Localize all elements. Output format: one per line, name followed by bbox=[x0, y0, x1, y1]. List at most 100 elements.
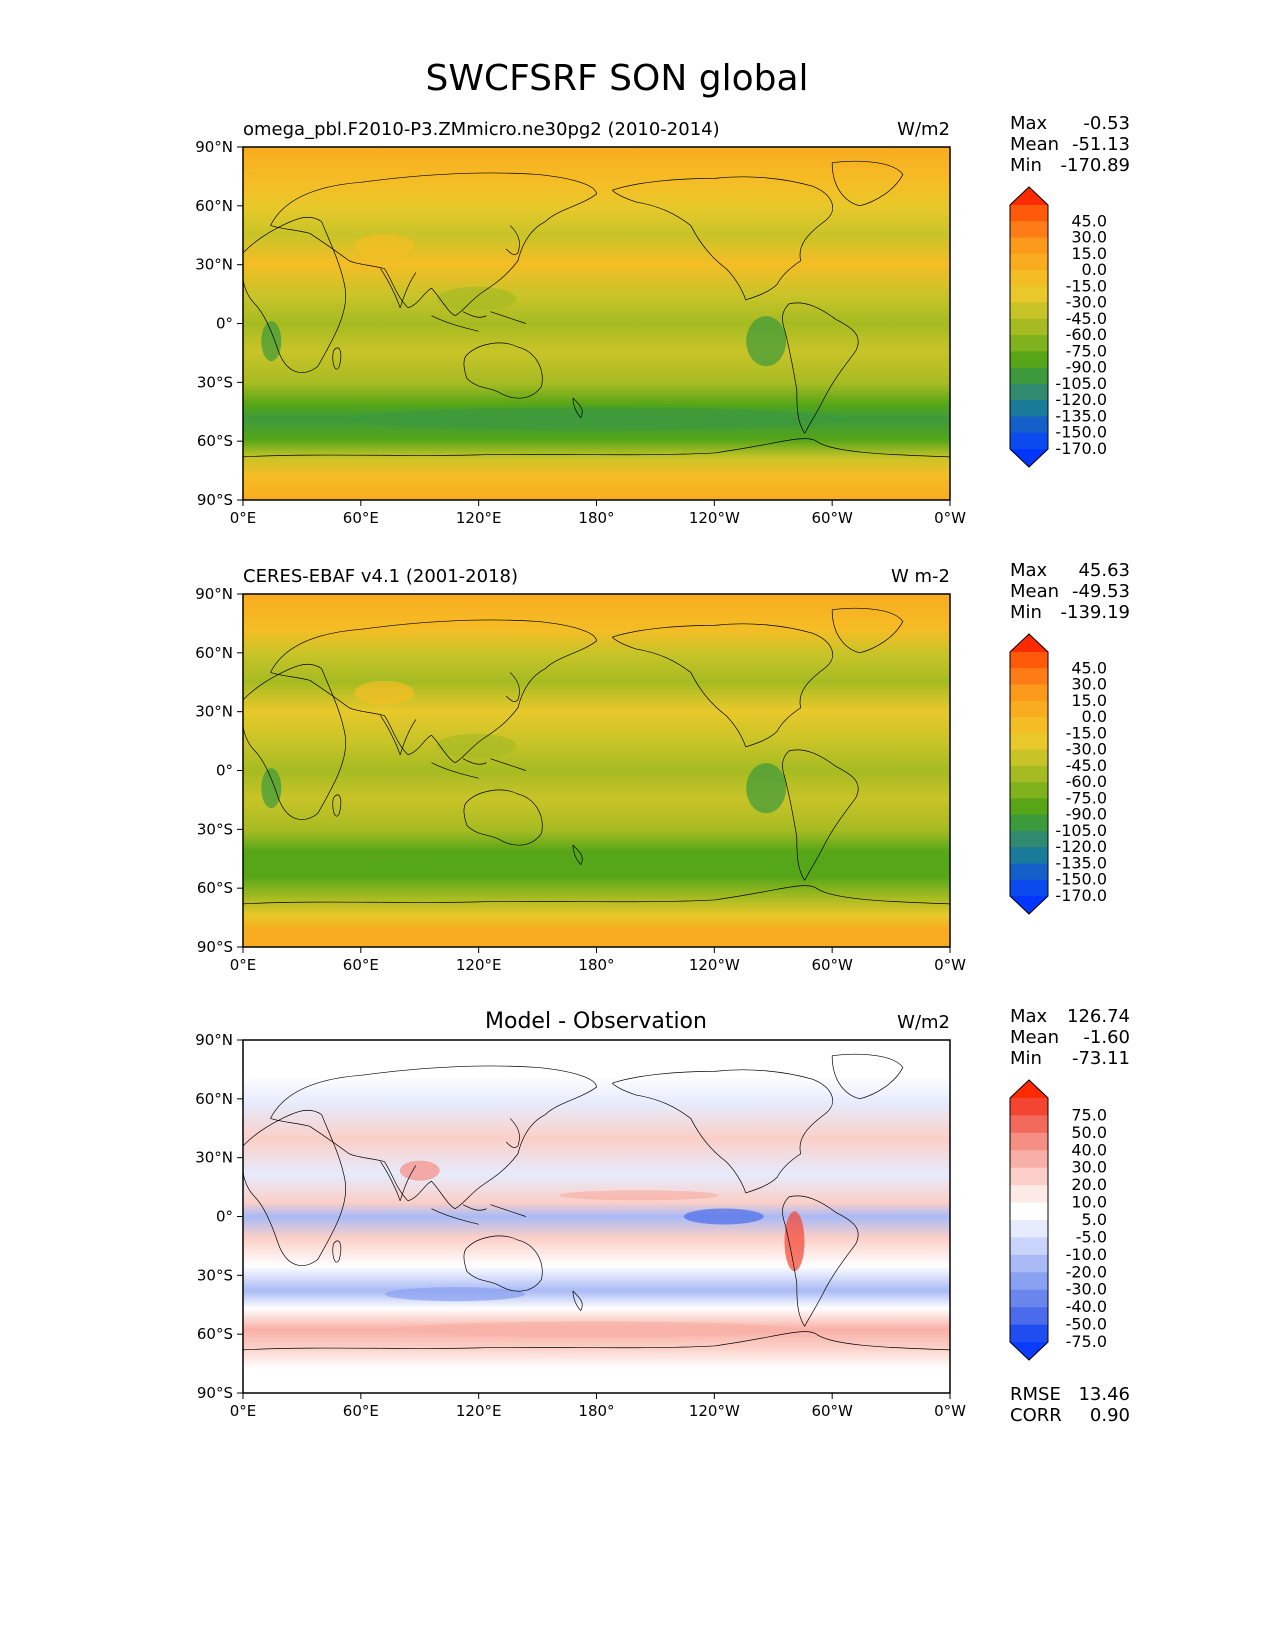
colorbar-segment bbox=[1010, 684, 1048, 702]
y-tick-label: 90°S bbox=[197, 491, 233, 509]
colorbar-label: -30.0 bbox=[1066, 740, 1107, 759]
x-tick-label: 0°E bbox=[230, 1402, 257, 1420]
colorbar-segment bbox=[1010, 733, 1048, 751]
colorbar-segment bbox=[1010, 1202, 1048, 1221]
y-tick-label: 30°S bbox=[197, 1266, 233, 1284]
x-tick-label: 60°E bbox=[343, 1402, 379, 1420]
colorbar-label: -60.0 bbox=[1066, 325, 1107, 344]
colorbar: 75.050.040.030.020.010.05.0-5.0-10.0-20.… bbox=[1009, 1079, 1107, 1361]
y-tick-label: 60°S bbox=[197, 879, 233, 897]
colorbar-segment bbox=[1010, 383, 1048, 401]
colorbar-label: -75.0 bbox=[1066, 1332, 1107, 1351]
colorbar-label: 45.0 bbox=[1071, 211, 1107, 230]
x-tick-label: 0°W bbox=[934, 1402, 966, 1420]
rmse-value: 13.46 bbox=[1078, 1384, 1130, 1405]
stat-value-min: -139.19 bbox=[1061, 602, 1130, 623]
stat-label: Max bbox=[1010, 1006, 1048, 1027]
colorbar-label: -150.0 bbox=[1055, 423, 1107, 442]
colorbar-segment bbox=[1010, 1324, 1048, 1343]
colorbar-segment bbox=[1010, 221, 1048, 239]
colorbar-segment bbox=[1010, 351, 1048, 369]
stat-label: Mean bbox=[1010, 134, 1059, 155]
x-tick-label: 120°W bbox=[689, 956, 740, 974]
map-anomaly bbox=[436, 286, 517, 311]
colorbar-segment bbox=[1010, 668, 1048, 686]
y-tick-label: 90°S bbox=[197, 1384, 233, 1402]
colorbar-label: -170.0 bbox=[1055, 439, 1107, 458]
map-anomaly bbox=[354, 680, 415, 705]
stat-value-max: 45.63 bbox=[1078, 560, 1130, 581]
units-label: W/m2 bbox=[897, 1012, 950, 1033]
colorbar-segment bbox=[1010, 830, 1048, 848]
colorbar-extend-top bbox=[1010, 634, 1048, 652]
colorbar-extend-bottom bbox=[1010, 449, 1048, 467]
map-anomaly bbox=[385, 1287, 526, 1302]
stat-value-min: -73.11 bbox=[1072, 1048, 1130, 1069]
colorbar-segment bbox=[1010, 302, 1048, 320]
x-tick-label: 0°E bbox=[230, 956, 257, 974]
panel-title: omega_pbl.F2010-P3.ZMmicro.ne30pg2 (2010… bbox=[243, 119, 720, 140]
colorbar-label: 30.0 bbox=[1071, 228, 1107, 247]
stat-value-min: -170.89 bbox=[1061, 155, 1130, 176]
map-anomaly bbox=[746, 763, 787, 814]
colorbar-segment bbox=[1010, 765, 1048, 783]
stat-label: Mean bbox=[1010, 581, 1059, 602]
y-tick-label: 90°N bbox=[195, 585, 233, 603]
map-anomaly bbox=[746, 316, 787, 367]
y-tick-label: 30°N bbox=[195, 256, 233, 274]
colorbar-label: -135.0 bbox=[1055, 853, 1107, 872]
map-anomaly bbox=[784, 1211, 805, 1272]
colorbar-label: -5.0 bbox=[1076, 1227, 1107, 1246]
colorbar-label: 5.0 bbox=[1082, 1210, 1107, 1229]
colorbar-extend-top bbox=[1010, 1080, 1048, 1098]
colorbar-label: -45.0 bbox=[1066, 756, 1107, 775]
colorbar-segment bbox=[1010, 335, 1048, 352]
y-tick-label: 60°S bbox=[197, 432, 233, 450]
units-label: W m-2 bbox=[891, 566, 950, 587]
x-tick-label: 180° bbox=[578, 956, 614, 974]
colorbar-segment bbox=[1010, 318, 1048, 336]
colorbar-segment bbox=[1010, 717, 1048, 734]
x-tick-label: 120°W bbox=[689, 1402, 740, 1420]
colorbar-segment bbox=[1010, 879, 1048, 897]
colorbar-label: -120.0 bbox=[1055, 390, 1107, 409]
corr-label: CORR bbox=[1010, 1405, 1062, 1426]
stat-label: Max bbox=[1010, 113, 1048, 134]
map-anomaly bbox=[354, 233, 415, 258]
colorbar-segment bbox=[1010, 1132, 1048, 1151]
colorbar-label: -45.0 bbox=[1066, 309, 1107, 328]
colorbar-segment bbox=[1010, 1115, 1048, 1134]
figure-title: SWCFSRF SON global bbox=[425, 58, 808, 99]
map-field bbox=[243, 147, 950, 500]
colorbar-segment bbox=[1010, 798, 1048, 816]
colorbar-segment bbox=[1010, 205, 1048, 222]
colorbar-label: -40.0 bbox=[1066, 1297, 1107, 1316]
stat-value-max: 126.74 bbox=[1067, 1006, 1130, 1027]
colorbar-label: -105.0 bbox=[1055, 821, 1107, 840]
y-tick-label: 60°N bbox=[195, 197, 233, 215]
colorbar: 45.030.015.00.0-15.0-30.0-45.0-60.0-75.0… bbox=[1009, 186, 1107, 468]
colorbar-extend-top bbox=[1010, 187, 1048, 205]
colorbar-segment bbox=[1010, 1220, 1048, 1238]
panel-title: CERES-EBAF v4.1 (2001-2018) bbox=[243, 566, 518, 587]
colorbar-label: -75.0 bbox=[1066, 788, 1107, 807]
colorbar-segment bbox=[1010, 847, 1048, 864]
colorbar-label: 50.0 bbox=[1071, 1123, 1107, 1142]
stat-value-mean: -51.13 bbox=[1072, 134, 1130, 155]
stat-label: Min bbox=[1010, 602, 1042, 623]
colorbar-outline bbox=[1009, 633, 1049, 915]
colorbar-label: -20.0 bbox=[1066, 1262, 1107, 1281]
units-label: W/m2 bbox=[897, 119, 950, 140]
stat-label: Max bbox=[1010, 560, 1048, 581]
panel-2: 0°E 60°E 120°E 180° 120°W 60°W 0°W 90°N 60°N 30°N… bbox=[195, 560, 1130, 974]
colorbar-label: 45.0 bbox=[1071, 658, 1107, 677]
y-tick-label: 0° bbox=[216, 1208, 233, 1226]
x-tick-label: 60°E bbox=[343, 509, 379, 527]
colorbar-segment bbox=[1010, 286, 1048, 304]
map-anomaly bbox=[346, 853, 847, 878]
stat-value-mean: -49.53 bbox=[1072, 581, 1130, 602]
colorbar-segment bbox=[1010, 1237, 1048, 1256]
x-tick-label: 60°E bbox=[343, 956, 379, 974]
x-tick-label: 0°E bbox=[230, 509, 257, 527]
